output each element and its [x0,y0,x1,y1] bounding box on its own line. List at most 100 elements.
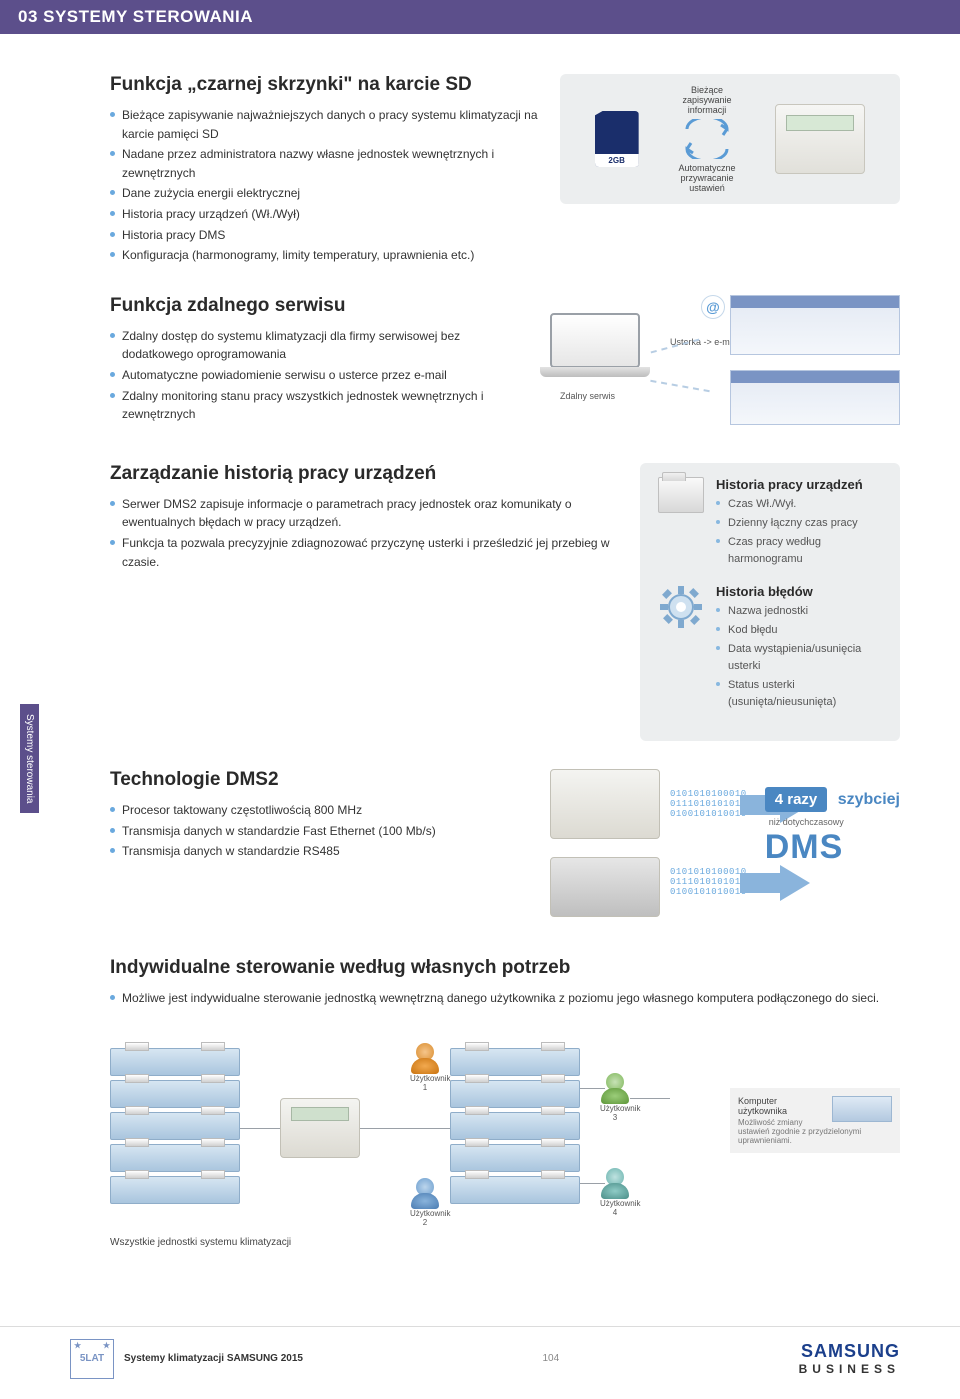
samsung-logo: SAMSUNG BUSINESS [799,1341,900,1376]
user-label: Użytkownik 4 [600,1199,630,1217]
section-blackbox: Funkcja „czarnej skrzynki" na karcie SD … [110,74,900,267]
indiv-graphic: Użytkownik 1 Użytkownik 2 Użytkownik 3 U… [110,1018,900,1248]
list-item: Nadane przez administratora nazwy własne… [110,145,540,182]
list-item: Historia pracy urządzeń (Wł./Wył) [110,205,540,224]
connector-line [630,1098,670,1099]
cycle-restore-label: Automatyczne przywracanie ustawień [672,163,742,193]
cycle-labels: Bieżące zapisywanie informacji Automatyc… [672,85,742,193]
controller-panel-icon [280,1098,360,1158]
list-item: Historia pracy DMS [110,226,540,245]
list-item: Bieżące zapisywanie najważniejszych dany… [110,106,540,143]
remote-service-label: Zdalny serwis [560,391,615,401]
list-item: Data wystąpienia/usunięcia usterki [716,641,882,675]
history-block1-list: Czas Wł./Wył. Dzienny łączny czas pracy … [716,496,882,568]
hardware-box-icon [550,857,660,917]
history-block2-list: Nazwa jednostki Kod błędu Data wystąpien… [716,603,882,711]
list-item: Czas Wł./Wył. [716,496,882,513]
history-detail-box: Historia pracy urządzeń Czas Wł./Wył. Dz… [640,463,900,741]
list-item: Funkcja ta pozwala precyzyjnie zdiagnozo… [110,534,620,571]
connector-line [360,1128,450,1129]
side-tab: Systemy sterowania [20,704,39,813]
tech-title: Technologie DMS2 [110,769,530,791]
user-icon: Użytkownik 4 [600,1168,630,1217]
section-tech: Technologie DMS2 Procesor taktowany częs… [110,769,900,929]
list-item: Zdalny dostęp do systemu klimatyzacji dl… [110,327,520,364]
list-item: Dane zużycia energii elektrycznej [110,184,540,203]
user-computer-box: Komputer użytkownika Możliwość zmiany us… [730,1088,900,1153]
user-label: Użytkownik 3 [600,1104,630,1122]
list-item: Możliwe jest indywidualne sterowanie jed… [110,989,900,1008]
section-individual: Indywidualne sterowanie według własnych … [110,957,900,1248]
remote-title: Funkcja zdalnego serwisu [110,295,520,317]
brand-sub: BUSINESS [799,1362,900,1376]
page-footer: 5LAT Systemy klimatyzacji SAMSUNG 2015 1… [0,1326,960,1399]
binary-stream: 0101010100010 0111010101011 010010101001… [670,789,747,819]
list-item: Nazwa jednostki [716,603,882,620]
speed-badge: 4 razy szybciej niż dotychczasowy DMS [765,787,900,867]
list-item: Transmisja danych w standardzie Fast Eth… [110,822,530,841]
history-block2-title: Historia błędów [716,584,882,599]
list-item: Zdalny monitoring stanu pracy wszystkich… [110,387,520,424]
list-item: Automatyczne powiadomienie serwisu o ust… [110,366,520,385]
blackbox-list: Bieżące zapisywanie najważniejszych dany… [110,106,540,265]
user-icon: Użytkownik 3 [600,1073,630,1122]
list-item: Czas pracy według harmonogramu [716,534,882,568]
list-item: Kod błędu [716,622,882,639]
section-remote: Funkcja zdalnego serwisu Zdalny dostęp d… [110,295,900,435]
cycle-arrows-icon [677,119,737,159]
list-item: Status usterki (usunięta/nieusunięta) [716,677,882,711]
footer-title: Systemy klimatyzacji SAMSUNG 2015 [124,1353,303,1364]
rack-caption: Wszystkie jednostki systemu klimatyzacji [110,1237,291,1248]
tech-list: Procesor taktowany częstotliwością 800 M… [110,801,530,861]
list-item: Procesor taktowany częstotliwością 800 M… [110,801,530,820]
unit-rack-icon [110,1048,240,1208]
cycle-save-label: Bieżące zapisywanie informacji [672,85,742,115]
page-number: 104 [542,1353,559,1364]
section-history: Zarządzanie historią pracy urządzeń Serw… [110,463,900,741]
gear-icon [658,584,704,630]
user-icon: Użytkownik 2 [410,1178,440,1227]
tech-graphic: 0101010100010 0111010101011 010010101001… [550,769,900,929]
speed-multiplier: 4 razy [765,787,828,812]
remote-graphic: Zdalny serwis @ Usterka -> e-mail [540,295,900,435]
list-item: Konfiguracja (harmonogramy, limity tempe… [110,246,540,265]
history-list: Serwer DMS2 zapisuje informacje o parame… [110,495,620,571]
folder-icon [658,477,704,513]
blackbox-title: Funkcja „czarnej skrzynki" na karcie SD [110,74,540,96]
data-grid-icon [730,295,900,355]
hardware-box-icon [550,769,660,839]
list-item: Serwer DMS2 zapisuje informacje o parame… [110,495,620,532]
big-arrow-icon [740,865,810,901]
connector-line [580,1183,605,1184]
data-grid-icon [730,370,900,425]
chapter-header: 03 SYSTEMY STEROWANIA [0,0,960,34]
controller-device-icon [775,104,865,174]
email-at-icon: @ [701,295,725,319]
connector-line [580,1088,605,1089]
laptop-icon [540,313,650,383]
keyboard-icon [832,1096,892,1122]
speed-word: szybciej [838,791,900,809]
chapter-title: 03 SYSTEMY STEROWANIA [18,7,253,27]
list-item: Transmisja danych w standardzie RS485 [110,842,530,861]
history-block1-title: Historia pracy urządzeń [716,477,882,492]
blackbox-graphic: Bieżące zapisywanie informacji Automatyc… [560,74,900,204]
unit-rack-icon [450,1048,580,1208]
indiv-title: Indywidualne sterowanie według własnych … [110,957,900,979]
user-label: Użytkownik 2 [410,1209,440,1227]
comp-box-text: Możliwość zmiany ustawień zgodnie z przy… [738,1118,892,1145]
history-title: Zarządzanie historią pracy urządzeń [110,463,620,485]
user-label: Użytkownik 1 [410,1074,440,1092]
remote-list: Zdalny dostęp do systemu klimatyzacji dl… [110,327,520,424]
dashed-arrow-icon [650,380,709,392]
indiv-list: Możliwe jest indywidualne sterowanie jed… [110,989,900,1008]
binary-stream: 0101010100010 0111010101011 010010101001… [670,867,747,897]
sd-card-icon [595,111,639,167]
list-item: Dzienny łączny czas pracy [716,515,882,532]
speed-dms: DMS [765,828,900,867]
brand-name: SAMSUNG [801,1341,900,1361]
user-icon: Użytkownik 1 [410,1043,440,1092]
warranty-badge-icon: 5LAT [70,1339,114,1379]
connector-line [240,1128,280,1129]
speed-subtitle: niż dotychczasowy [769,817,844,827]
